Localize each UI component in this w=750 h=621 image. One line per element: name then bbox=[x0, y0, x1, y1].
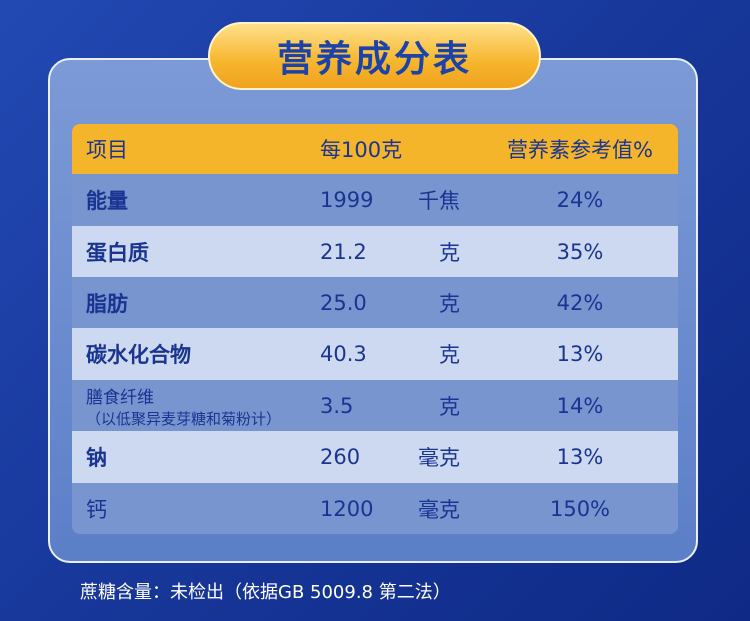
name-line: 能量 bbox=[86, 189, 128, 213]
table-row: 能量 1999 千焦 24% bbox=[72, 174, 678, 226]
amount: 1200 bbox=[320, 496, 374, 521]
footnote: 蔗糖含量：未检出（依据GB 5009.8 第二法） bbox=[80, 582, 451, 603]
unit: 克 bbox=[439, 240, 460, 265]
nrv: 14% bbox=[556, 393, 604, 418]
nutrient-name: 蛋白质 bbox=[86, 237, 149, 267]
amount: 3.5 bbox=[320, 393, 354, 418]
unit: 毫克 bbox=[418, 497, 460, 522]
nutrient-name: 脂肪 bbox=[86, 288, 128, 318]
nutrient-name: 钠 bbox=[86, 442, 107, 472]
amount: 1999 bbox=[320, 188, 374, 212]
table-row: 膳食纤维 （以低聚异麦芽糖和菊粉计） 3.5 克 14% bbox=[72, 380, 678, 431]
nutrient-name: 碳水化合物 bbox=[86, 339, 191, 369]
unit: 毫克 bbox=[418, 446, 460, 470]
unit: 克 bbox=[439, 291, 460, 316]
unit: 克 bbox=[439, 343, 460, 367]
name-line: 钠 bbox=[86, 446, 107, 470]
name-line: 蛋白质 bbox=[86, 240, 149, 265]
amount: 21.2 bbox=[320, 239, 367, 264]
amount: 40.3 bbox=[320, 342, 367, 366]
amount: 25.0 bbox=[320, 290, 367, 315]
nrv: 13% bbox=[556, 342, 604, 366]
table-row: 钙 1200 毫克 150% bbox=[72, 483, 678, 534]
table-row: 蛋白质 21.2 克 35% bbox=[72, 226, 678, 277]
nrv: 150% bbox=[549, 496, 611, 521]
table-header: 项目 每100克 营养素参考值% bbox=[72, 124, 678, 174]
nrv: 24% bbox=[556, 188, 604, 212]
nutrient-name: 能量 bbox=[86, 185, 128, 215]
title: 营养成分表 bbox=[208, 22, 541, 90]
nutrient-name: 膳食纤维 （以低聚异麦芽糖和菊粉计） bbox=[86, 383, 281, 429]
name-line: 碳水化合物 bbox=[86, 343, 191, 367]
header-cell: 项目 bbox=[86, 138, 128, 162]
name-line: 脂肪 bbox=[86, 291, 128, 316]
table-row: 碳水化合物 40.3 克 13% bbox=[72, 328, 678, 380]
nrv: 13% bbox=[556, 445, 604, 469]
nutrient-name: 钙 bbox=[86, 494, 107, 524]
name-line: 膳食纤维 bbox=[86, 387, 154, 408]
header-cell: 每100克 bbox=[320, 138, 403, 162]
table-row: 脂肪 25.0 克 42% bbox=[72, 277, 678, 328]
name-line: 钙 bbox=[86, 497, 107, 522]
amount: 260 bbox=[320, 445, 361, 469]
header-cell: 营养素参考值% bbox=[507, 138, 653, 162]
unit: 克 bbox=[439, 394, 460, 419]
name-line: （以低聚异麦芽糖和菊粉计） bbox=[86, 409, 282, 428]
nrv: 42% bbox=[556, 290, 604, 315]
unit: 千焦 bbox=[418, 189, 460, 213]
nrv: 35% bbox=[556, 239, 604, 264]
table-row: 钠 260 毫克 13% bbox=[72, 431, 678, 483]
